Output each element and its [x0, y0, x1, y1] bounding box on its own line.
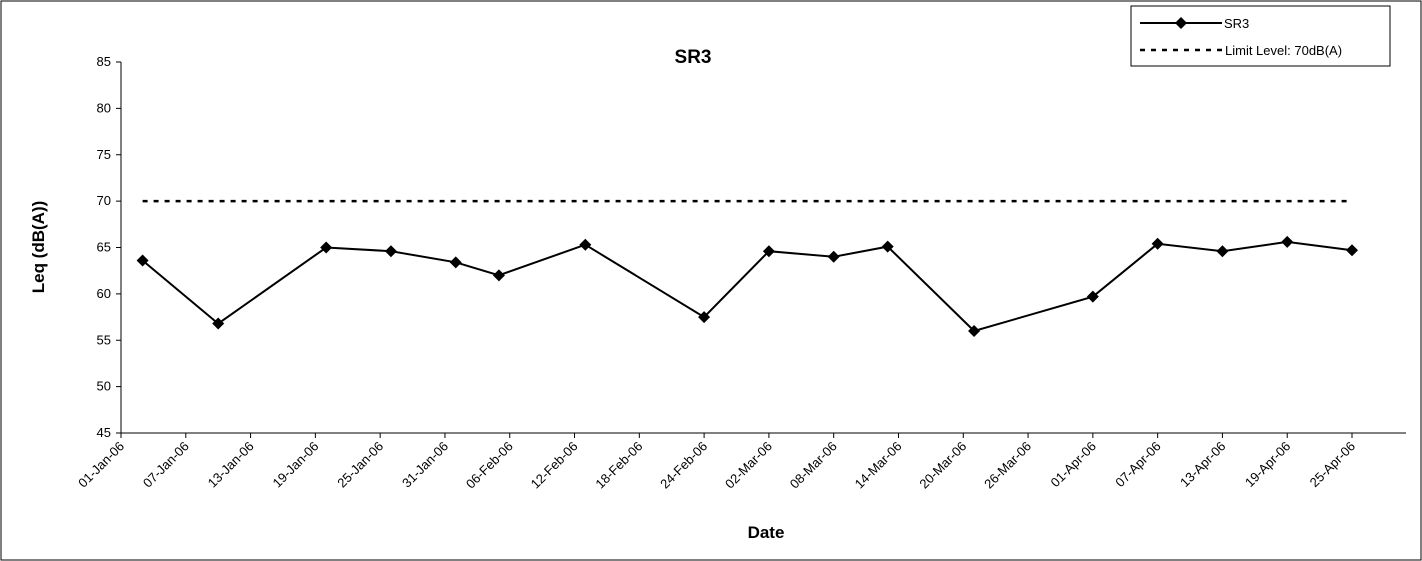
y-tick-label: 60 [97, 286, 111, 301]
x-axis-title: Date [748, 523, 785, 542]
sr3-data-point [492, 269, 505, 282]
y-tick-label: 65 [97, 240, 111, 255]
sr3-data-point [136, 254, 149, 267]
sr3-data-point [762, 245, 775, 258]
sr3-data-point [1086, 290, 1099, 303]
legend-box [1130, 5, 1391, 67]
sr3-data-point [320, 241, 333, 254]
sr3-data-point [827, 250, 840, 263]
sr3-data-point [1151, 237, 1164, 250]
sr3-data-point [212, 317, 225, 330]
sr3-data-point [384, 245, 397, 258]
y-tick-label: 70 [97, 193, 111, 208]
y-tick-label: 55 [97, 332, 111, 347]
chart-title: SR3 [675, 47, 712, 68]
sr3-data-point [1216, 245, 1229, 258]
y-axis: 45 50 55 60 65 70 75 80 85 [97, 54, 122, 440]
y-axis-title: Leq (dB(A)) [29, 201, 48, 294]
legend: SR3 Limit Level: 70dB(A) [1130, 5, 1391, 67]
sr3-data-point [968, 324, 981, 337]
legend-sr3-label: SR3 [1224, 16, 1249, 31]
y-tick-label: 50 [97, 379, 111, 394]
sr3-data-point [881, 240, 894, 253]
sr3-data-point [449, 256, 462, 269]
sr3-data-point [1281, 235, 1294, 248]
plot-area [136, 199, 1359, 337]
sr3-data-point [1346, 244, 1359, 257]
legend-limit-label: Limit Level: 70dB(A) [1225, 43, 1342, 58]
y-tick-label: 45 [97, 425, 111, 440]
y-tick-label: 85 [97, 54, 111, 69]
legend-sr3-swatch-marker [1175, 17, 1187, 29]
sr3-data-point [698, 311, 711, 324]
sr3-data-point [579, 238, 592, 251]
y-tick-label: 80 [97, 100, 111, 115]
y-tick-label: 75 [97, 147, 111, 162]
